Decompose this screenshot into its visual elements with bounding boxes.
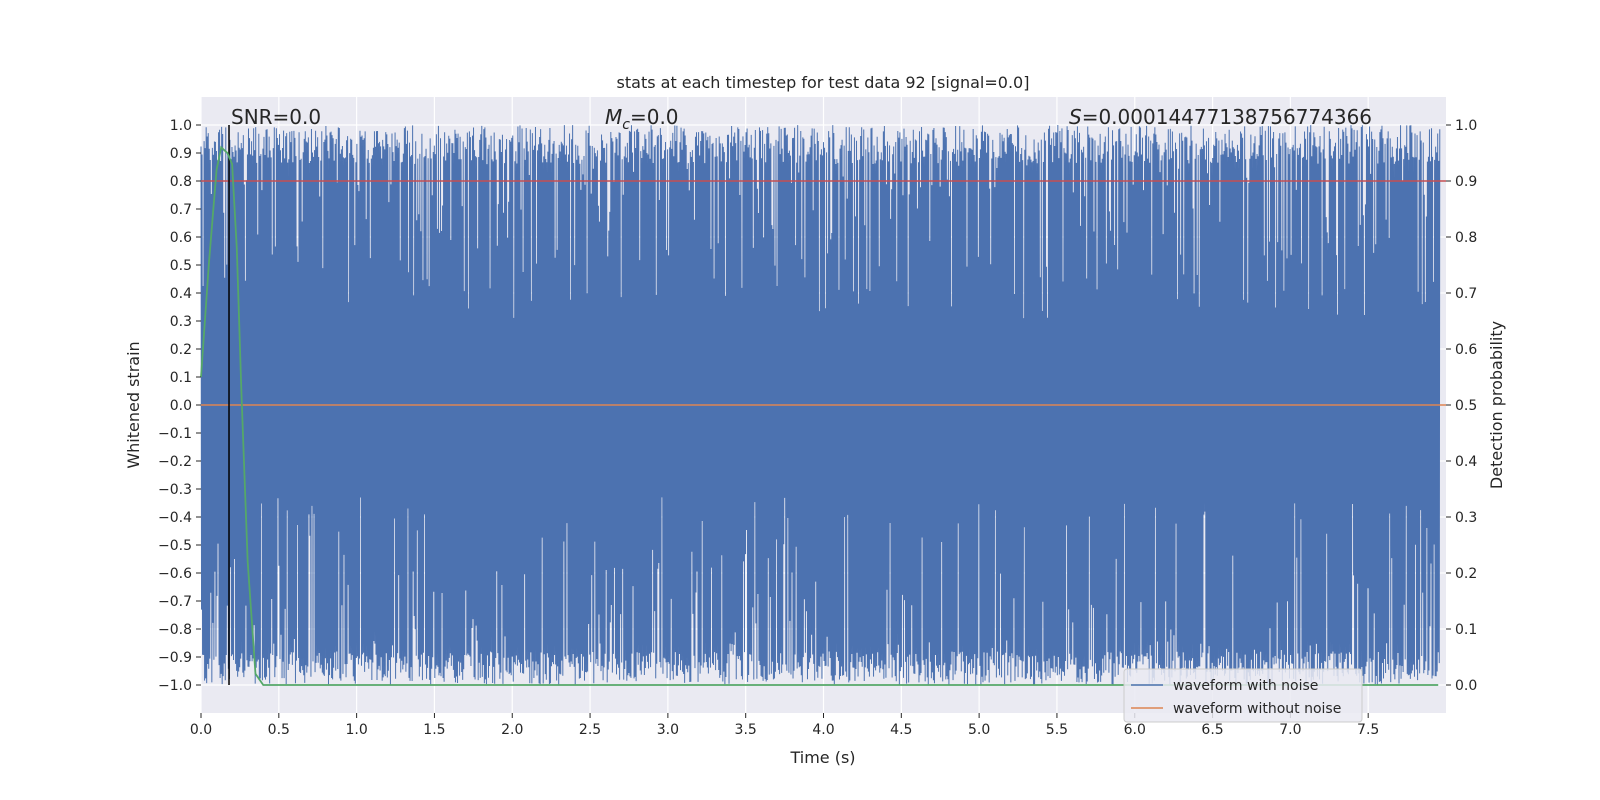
y-left-tick-label: −0.4 <box>158 510 192 526</box>
y-right-tick-label: 0.6 <box>1455 342 1477 358</box>
x-tick-label: 3.0 <box>657 722 679 738</box>
y-right-tick-label: 0.9 <box>1455 174 1477 190</box>
y-right-tick-label: 1.0 <box>1455 118 1477 134</box>
y-left-tick-label: −0.1 <box>158 426 192 442</box>
x-tick-label: 5.5 <box>1046 722 1068 738</box>
y-left-tick-label: 0.6 <box>170 230 192 246</box>
x-tick-label: 2.0 <box>501 722 523 738</box>
snr-annotation: SNR=0.0 <box>231 105 321 129</box>
s-symbol: S <box>1069 105 1082 129</box>
y-right-axis-ticks: 1.0 0.9 0.8 0.7 0.6 0.5 0.4 0.3 0.2 0.1 0.0 <box>1446 118 1477 694</box>
x-tick-label: 3.5 <box>735 722 757 738</box>
y-left-tick-label: 0.5 <box>170 258 192 274</box>
x-tick-label: 2.5 <box>579 722 601 738</box>
x-tick-label: 0.5 <box>268 722 290 738</box>
y-left-tick-label: 0.2 <box>170 342 192 358</box>
x-tick-label: 6.0 <box>1124 722 1146 738</box>
x-tick-label: 4.0 <box>812 722 834 738</box>
y-right-axis-label: Detection probability <box>1487 321 1506 489</box>
y-left-tick-label: 0.1 <box>170 370 192 386</box>
noise-waveform-line <box>200 125 1441 685</box>
y-left-tick-label: 0.0 <box>170 398 192 414</box>
chirp-mass-annotation: Mc=0.0 <box>605 105 679 133</box>
legend-label-waveform-with-noise: waveform with noise <box>1173 678 1318 694</box>
y-left-tick-label: 0.3 <box>170 314 192 330</box>
y-left-tick-label: −0.3 <box>158 482 192 498</box>
chart-title: stats at each timestep for test data 92 … <box>617 73 1030 92</box>
x-tick-label: 0.0 <box>190 722 212 738</box>
chirp-mass-value: =0.0 <box>630 105 679 129</box>
x-tick-label: 7.0 <box>1279 722 1301 738</box>
series-lines <box>200 125 1446 686</box>
x-tick-label: 1.5 <box>423 722 445 738</box>
y-right-tick-label: 0.4 <box>1455 454 1477 470</box>
y-left-tick-label: −0.9 <box>158 650 192 666</box>
y-right-tick-label: 0.8 <box>1455 230 1477 246</box>
x-axis-label: Time (s) <box>789 748 855 767</box>
y-left-axis-label: Whitened strain <box>124 341 143 468</box>
y-right-tick-label: 0.5 <box>1455 398 1477 414</box>
y-left-tick-label: −0.6 <box>158 566 192 582</box>
y-right-tick-label: 0.1 <box>1455 622 1477 638</box>
y-left-tick-label: 1.0 <box>170 118 192 134</box>
chirp-mass-subscript: c <box>622 117 630 133</box>
x-tick-label: 6.5 <box>1201 722 1223 738</box>
y-left-tick-label: −0.5 <box>158 538 192 554</box>
y-left-tick-label: 0.9 <box>170 146 192 162</box>
x-tick-label: 5.0 <box>968 722 990 738</box>
x-axis-ticks: 0.0 0.5 1.0 1.5 2.0 2.5 3.0 3.5 4.0 4.5 5.0 5.5 6.0 6… <box>190 713 1379 738</box>
legend: waveform with noise waveform without noi… <box>1123 668 1363 723</box>
detection-probability-line <box>200 145 1439 686</box>
y-left-axis-ticks: 1.0 0.9 0.8 0.7 0.6 0.5 0.4 0.3 0.2 0.1 0.0 −0.1 −0.… <box>158 118 201 694</box>
s-value: =0.00014477138756774366 <box>1082 105 1372 129</box>
y-left-tick-label: −1.0 <box>158 678 192 694</box>
waveform-with-noise-series <box>200 125 1441 685</box>
y-left-tick-label: 0.7 <box>170 202 192 218</box>
legend-label-waveform-without-noise: waveform without noise <box>1173 701 1341 717</box>
s-annotation: S=0.00014477138756774366 <box>1069 105 1372 129</box>
legend-frame <box>1123 668 1363 723</box>
y-left-tick-label: 0.4 <box>170 286 192 302</box>
x-tick-label: 7.5 <box>1357 722 1379 738</box>
chirp-mass-symbol: M <box>605 105 622 129</box>
y-left-tick-label: −0.2 <box>158 454 192 470</box>
y-left-tick-label: −0.7 <box>158 594 192 610</box>
x-tick-label: 1.0 <box>345 722 367 738</box>
y-right-tick-label: 0.2 <box>1455 566 1477 582</box>
y-left-tick-label: 0.8 <box>170 174 192 190</box>
y-right-tick-label: 0.7 <box>1455 286 1477 302</box>
y-left-tick-label: −0.8 <box>158 622 192 638</box>
y-right-tick-label: 0.3 <box>1455 510 1477 526</box>
x-tick-label: 4.5 <box>890 722 912 738</box>
y-right-tick-label: 0.0 <box>1455 678 1477 694</box>
